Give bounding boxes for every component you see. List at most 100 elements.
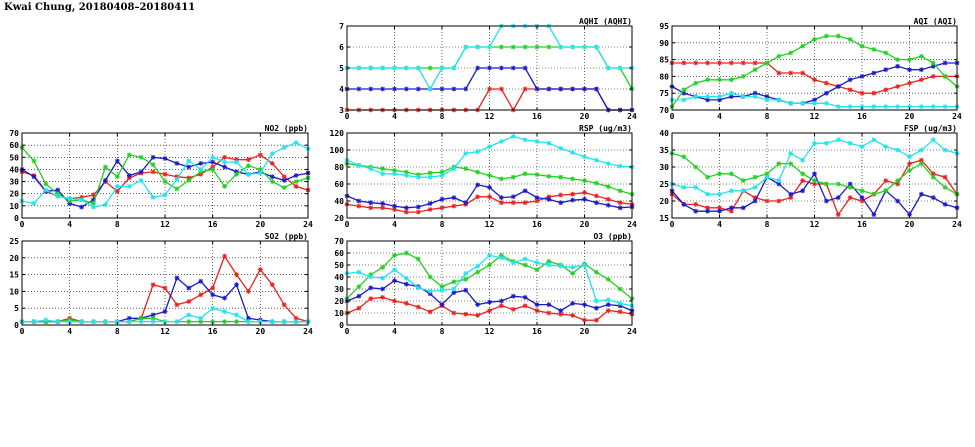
data-point-blue (427, 201, 433, 206)
x-tick-label: 4 (392, 327, 397, 336)
data-point-cyan (764, 97, 770, 103)
data-point-blue (368, 200, 374, 206)
data-point-blue (198, 160, 204, 166)
data-point-green (776, 161, 782, 166)
data-point-green (835, 33, 841, 39)
data-point-cyan (510, 134, 516, 139)
data-point-cyan (681, 185, 687, 190)
data-point-cyan (847, 140, 853, 146)
x-tick-label: 8 (440, 112, 445, 121)
y-tick-label: 0 (14, 214, 19, 223)
data-point-blue (403, 281, 409, 287)
x-tick-label: 24 (627, 220, 637, 229)
data-point-cyan (788, 100, 794, 106)
x-tick-label: 16 (532, 327, 542, 336)
y-tick-label: 20 (334, 297, 344, 306)
data-point-cyan (593, 298, 599, 304)
x-tick-label: 20 (905, 112, 915, 121)
data-point-green (534, 44, 540, 50)
data-point-green (617, 286, 623, 292)
data-point-green (705, 77, 711, 83)
data-point-cyan (593, 44, 599, 50)
data-point-cyan (776, 97, 782, 103)
data-point-red (617, 200, 623, 206)
data-point-blue (475, 182, 481, 188)
data-point-blue (522, 295, 528, 300)
data-point-red (487, 86, 492, 92)
data-point-red (427, 309, 433, 315)
x-tick-label: 12 (810, 112, 820, 121)
data-point-cyan (942, 104, 948, 110)
data-point-blue (174, 275, 180, 281)
data-point-red (693, 202, 699, 207)
y-tick-label: 80 (334, 163, 344, 172)
data-point-green (463, 277, 469, 282)
data-point-red (823, 80, 829, 86)
data-point-red (693, 60, 699, 66)
data-point-cyan (740, 94, 746, 99)
data-point-cyan (257, 170, 263, 176)
data-point-green (823, 181, 829, 187)
x-tick-label: 12 (485, 327, 495, 336)
data-point-blue (546, 196, 552, 202)
data-point-red (681, 60, 687, 66)
x-tick-label: 20 (905, 220, 915, 229)
data-point-blue (752, 198, 758, 204)
data-point-blue (740, 205, 746, 211)
data-point-cyan (546, 262, 552, 268)
data-point-cyan (210, 305, 216, 311)
data-point-cyan (835, 104, 841, 110)
data-point-green (693, 80, 699, 86)
data-point-blue (356, 293, 362, 299)
data-point-blue (380, 201, 386, 206)
data-point-cyan (605, 297, 611, 303)
data-point-cyan (451, 65, 457, 71)
data-point-red (380, 205, 386, 211)
data-point-green (222, 184, 227, 189)
data-point-blue (150, 154, 156, 160)
x-tick-label: 24 (952, 112, 962, 121)
data-point-cyan (522, 137, 528, 143)
data-point-red (392, 298, 397, 304)
y-tick-label: 40 (9, 165, 19, 174)
y-tick-label: 70 (659, 106, 669, 115)
x-tick-label: 12 (485, 220, 495, 229)
data-point-cyan (198, 167, 204, 172)
data-point-cyan (43, 187, 49, 193)
data-point-green (883, 50, 889, 56)
y-tick-label: 10 (9, 287, 19, 296)
data-point-cyan (222, 159, 227, 165)
data-point-blue (593, 86, 599, 92)
data-point-green (198, 319, 204, 325)
y-tick-label: 80 (659, 72, 669, 81)
data-point-green (427, 65, 433, 71)
data-point-cyan (522, 256, 528, 262)
data-point-cyan (368, 274, 374, 280)
data-point-blue (847, 181, 853, 187)
y-tick-label: 5 (14, 304, 19, 313)
data-point-cyan (487, 44, 492, 50)
data-point-cyan (281, 319, 287, 325)
data-point-green (593, 269, 599, 275)
data-point-green (847, 185, 853, 190)
data-point-blue (570, 86, 576, 92)
data-point-cyan (380, 275, 386, 281)
data-point-cyan (368, 166, 374, 172)
data-point-blue (582, 196, 587, 202)
data-point-red (717, 60, 722, 66)
x-tick-label: 4 (392, 112, 397, 121)
x-tick-label: 4 (67, 220, 72, 229)
data-point-green (918, 53, 924, 59)
x-tick-label: 4 (67, 327, 72, 336)
data-point-cyan (427, 86, 433, 92)
data-point-green (138, 315, 144, 321)
x-tick-label: 24 (627, 112, 637, 121)
data-point-red (847, 87, 853, 93)
data-point-cyan (617, 163, 623, 169)
chart-aqi: 0 4 8 12 16 20 24 70 75 80 85 90 95 AQI (AQI) (659, 17, 962, 121)
data-point-blue (859, 74, 865, 79)
y-tick-label: 6 (339, 43, 344, 52)
data-point-red (162, 285, 168, 291)
data-point-green (705, 174, 711, 180)
data-point-red (728, 208, 734, 214)
